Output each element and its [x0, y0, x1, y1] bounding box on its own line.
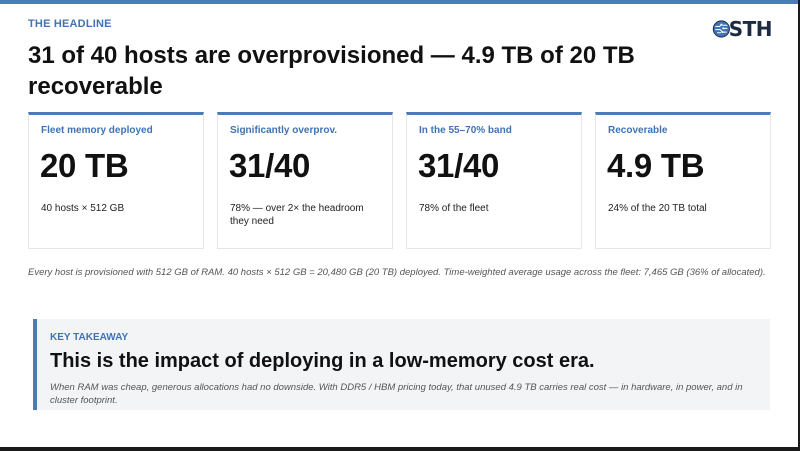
stat-card-subtext: 40 hosts × 512 GB: [41, 203, 125, 214]
stat-card-value: 4.9 TB: [607, 147, 705, 184]
stat-card-value: 31/40: [418, 147, 500, 184]
section-eyebrow: THE HEADLINE: [28, 18, 112, 30]
right-edge-border: [798, 0, 800, 451]
takeaway-title: This is the impact of deploying in a low…: [50, 350, 595, 372]
stat-cards: Fleet memory deployed 20 TB 40 hosts × 5…: [28, 112, 771, 249]
provisioning-footnote: Every host is provisioned with 512 GB of…: [28, 267, 766, 278]
stat-card-label: Fleet memory deployed: [41, 125, 153, 136]
circuit-globe-icon: [712, 20, 730, 38]
stat-card-value: 20 TB: [40, 147, 129, 184]
stat-card-usage-band: In the 55–70% band 31/40 78% of the flee…: [406, 112, 582, 249]
stat-card-subtext: 78% of the fleet: [419, 203, 489, 214]
stat-card-subtext: 78% — over 2× the headroom they need: [230, 203, 364, 227]
stat-card-recoverable: Recoverable 4.9 TB 24% of the 20 TB tota…: [595, 112, 771, 249]
takeaway-label: KEY TAKEAWAY: [50, 332, 129, 343]
stat-card-subtext: 24% of the 20 TB total: [608, 203, 707, 214]
stat-card-fleet-memory: Fleet memory deployed 20 TB 40 hosts × 5…: [28, 112, 204, 249]
page-headline: 31 of 40 hosts are overprovisioned — 4.9…: [28, 42, 635, 100]
takeaway-body: When RAM was cheap, generous allocations…: [50, 382, 743, 406]
bottom-edge-border: [0, 447, 800, 451]
logo-text: STH: [728, 17, 773, 41]
stat-card-value: 31/40: [229, 147, 311, 184]
top-accent-bar: [0, 0, 800, 4]
key-takeaway-panel: KEY TAKEAWAY This is the impact of deplo…: [33, 319, 770, 410]
stat-card-label: Recoverable: [608, 125, 668, 136]
stat-card-label: Significantly overprov.: [230, 125, 338, 136]
sth-logo: STH: [712, 12, 773, 46]
stat-card-label: In the 55–70% band: [419, 125, 512, 136]
stat-card-overprovisioned: Significantly overprov. 31/40 78% — over…: [217, 112, 393, 249]
